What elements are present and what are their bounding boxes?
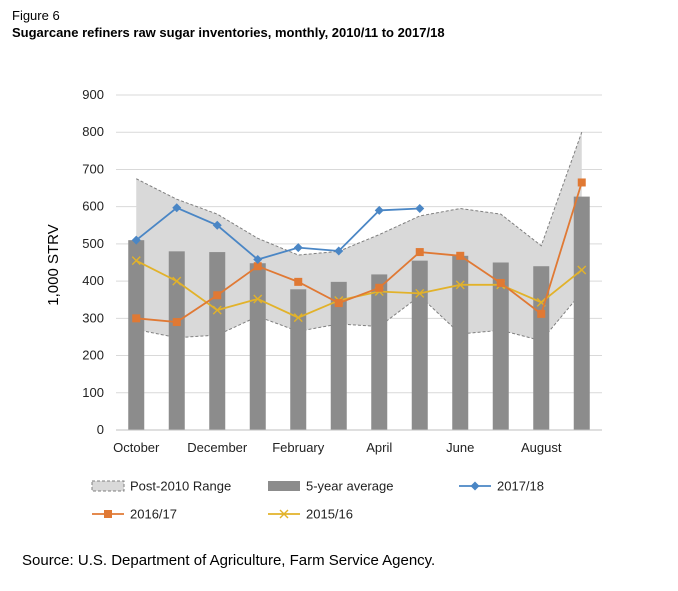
y-tick-label: 300 (82, 310, 104, 325)
x-tick-label: February (272, 440, 325, 455)
y-tick-label: 200 (82, 348, 104, 363)
square-marker (172, 318, 181, 327)
legend-item: 5-year average (268, 479, 393, 494)
y-tick-label: 700 (82, 161, 104, 176)
y-tick-label: 500 (82, 236, 104, 251)
x-marker (577, 265, 587, 275)
diamond-marker (334, 246, 344, 256)
bar (371, 274, 388, 430)
bar (492, 262, 509, 430)
y-tick-label: 800 (82, 124, 104, 139)
square-marker (253, 262, 262, 271)
x-marker (415, 288, 425, 298)
bar (168, 251, 185, 430)
square-marker (456, 251, 465, 260)
x-marker-stroke (212, 305, 222, 315)
legend-label: 2015/16 (306, 507, 353, 522)
x-marker-stroke (577, 265, 587, 275)
legend-item: Post-2010 Range (91, 479, 231, 494)
square-marker (132, 314, 141, 323)
x-tick-label: December (187, 440, 248, 455)
range-band-upper (136, 132, 583, 256)
x-marker (212, 305, 222, 315)
square-marker (213, 291, 222, 300)
legend-label: Post-2010 Range (130, 479, 231, 494)
bars (128, 196, 590, 430)
series-lines (131, 178, 587, 327)
diamond-marker (172, 203, 182, 213)
y-tick-label: 400 (82, 273, 104, 288)
series-2017-18 (131, 203, 425, 265)
legend-item: 2015/16 (268, 507, 353, 522)
bar (290, 289, 307, 430)
diamond-marker (253, 255, 263, 265)
y-tick-label: 0 (97, 422, 104, 437)
square-marker (334, 299, 343, 308)
x-tick-label: June (446, 440, 474, 455)
legend: Post-2010 Range 5-year average 2017/18 2016… (91, 479, 544, 522)
x-marker-stroke (131, 256, 141, 266)
figure-label: Figure 6 (12, 8, 60, 23)
x-marker-stroke (455, 280, 465, 290)
square-marker (104, 510, 112, 518)
series-line (135, 206, 420, 261)
x-marker (253, 294, 263, 304)
x-tick-label: April (366, 440, 392, 455)
square-marker (537, 309, 546, 318)
y-tick-label: 900 (82, 87, 104, 102)
legend-item: 2016/17 (92, 507, 177, 522)
diamond-marker (293, 243, 303, 253)
x-marker (279, 509, 289, 519)
diamond-marker (131, 235, 141, 245)
y-axis-label: 1,000 STRV (45, 224, 62, 305)
range-band (136, 132, 583, 342)
chart-area: 0 100 200 300 400 500 600 700 800 900 October Decem… (45, 87, 602, 522)
diamond-marker (470, 481, 480, 491)
axes: 0 100 200 300 400 500 600 700 800 900 October Decem… (82, 87, 602, 455)
x-marker (172, 276, 182, 286)
y-tick-label: 600 (82, 199, 104, 214)
y-tick-label: 100 (82, 385, 104, 400)
x-marker-stroke (536, 297, 546, 307)
x-marker-stroke (253, 294, 263, 304)
legend-swatch (268, 481, 300, 491)
square-marker (375, 283, 384, 292)
square-marker (577, 178, 586, 187)
diamond-marker (374, 205, 384, 215)
legend-label: 2016/17 (130, 507, 177, 522)
range-band-fill (136, 132, 582, 341)
legend-label: 5-year average (306, 479, 393, 494)
bar (411, 260, 428, 430)
square-marker (496, 278, 505, 287)
bar (330, 281, 347, 430)
source-note: Source: U.S. Department of Agriculture, … (22, 552, 436, 569)
bar (573, 196, 590, 430)
square-marker (415, 248, 424, 257)
legend-label: 2017/18 (497, 479, 544, 494)
x-marker-stroke (279, 509, 289, 519)
x-marker (293, 313, 303, 323)
gridlines (116, 94, 602, 431)
x-marker-stroke (415, 288, 425, 298)
bar (452, 255, 469, 430)
x-marker-stroke (293, 313, 303, 323)
x-marker (455, 280, 465, 290)
legend-item: 2017/18 (459, 479, 544, 494)
series-line (136, 182, 583, 323)
series-2016-17 (132, 178, 586, 327)
x-marker-stroke (172, 276, 182, 286)
x-marker (131, 256, 141, 266)
bar (209, 252, 226, 430)
x-tick-label: August (521, 440, 562, 455)
bar (128, 240, 145, 430)
diamond-marker (212, 220, 222, 230)
chart-title: Sugarcane refiners raw sugar inventories… (12, 25, 445, 40)
diamond-marker (415, 204, 425, 214)
bar (249, 263, 266, 430)
x-tick-label: October (113, 440, 160, 455)
square-marker (294, 277, 303, 286)
legend-swatch (91, 480, 125, 492)
bar (533, 266, 550, 430)
